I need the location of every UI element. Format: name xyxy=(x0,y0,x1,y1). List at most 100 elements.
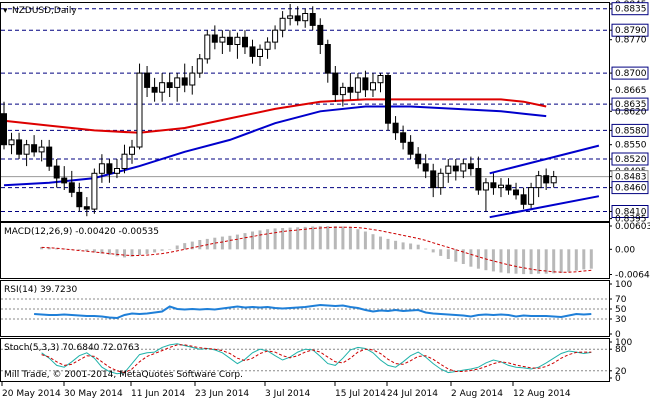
candle-body xyxy=(430,170,437,189)
macd-histogram-bar xyxy=(303,226,307,250)
candle-body xyxy=(475,168,482,191)
candle-body xyxy=(76,191,83,208)
candle-body xyxy=(211,34,218,43)
candle-body xyxy=(460,163,467,172)
stoch-main-line xyxy=(41,343,592,375)
macd-histogram-bar xyxy=(363,231,367,250)
macd-histogram-bar xyxy=(288,227,292,250)
macd-histogram-bar xyxy=(552,249,556,274)
macd-histogram-bar xyxy=(567,249,571,272)
macd-histogram-bar xyxy=(544,249,548,274)
candle-body xyxy=(68,182,75,193)
macd-histogram-bar xyxy=(296,227,300,250)
candle-body xyxy=(452,165,459,172)
macd-histogram-bar xyxy=(431,249,435,253)
stoch-label: Stoch(5,3,3) 70.6840 72.0763 xyxy=(4,343,139,353)
x-tick-label: 12 Aug 2014 xyxy=(513,389,571,399)
candle-body xyxy=(31,144,38,153)
macd-tick-label: -0.00649 xyxy=(615,271,650,281)
macd-tick-label: 0.00603 xyxy=(615,222,650,232)
stoch-tick-label: 20 xyxy=(615,367,627,377)
symbol-arrow-icon: ▾ xyxy=(3,6,8,16)
candle-body xyxy=(38,146,45,153)
candle-body xyxy=(136,72,143,148)
candle-body xyxy=(166,82,173,88)
candle-body xyxy=(550,176,557,184)
candle-body xyxy=(121,153,128,169)
candle-body xyxy=(467,163,474,170)
macd-histogram-bar xyxy=(439,249,443,256)
rsi-tick-label: 0 xyxy=(615,330,621,340)
macd-histogram-bar xyxy=(386,238,390,250)
price-tick-label: 0.8483 xyxy=(615,173,647,183)
price-tick-label: 0.8460 xyxy=(615,184,647,194)
candle-body xyxy=(294,15,301,22)
macd-histogram-bar xyxy=(341,226,345,250)
macd-histogram-bar xyxy=(40,247,44,250)
macd-histogram-bar xyxy=(514,249,518,274)
rsi-tick-label: 100 xyxy=(615,280,632,290)
candle-body xyxy=(422,163,429,172)
candle-body xyxy=(83,206,90,210)
macd-signal-line xyxy=(41,226,592,273)
macd-histogram-bar xyxy=(333,226,337,250)
candle-body xyxy=(505,184,512,191)
macd-histogram-bar xyxy=(228,235,232,250)
candle-body xyxy=(114,168,120,174)
price-tick-label: 0.8790 xyxy=(615,26,647,36)
stoch-tick-label: 0 xyxy=(615,374,621,384)
x-tick-label: 3 Jul 2014 xyxy=(265,389,310,399)
macd-histogram-bar xyxy=(416,244,420,250)
macd-histogram-bar xyxy=(130,249,134,257)
price-tick-label: 0.8520 xyxy=(615,155,647,165)
macd-histogram-bar xyxy=(258,230,262,250)
candle-body xyxy=(377,75,384,84)
candle-body xyxy=(53,165,60,179)
stoch-tick-label: 80 xyxy=(615,345,627,355)
candle-body xyxy=(482,182,489,191)
macd-histogram-bar xyxy=(379,236,382,250)
x-tick-label: 2 Aug 2014 xyxy=(451,389,503,399)
candle-body xyxy=(445,165,452,174)
x-tick-label: 30 May 2014 xyxy=(64,389,123,399)
candle-body xyxy=(309,13,316,26)
candle-body xyxy=(513,189,519,196)
candle-body xyxy=(219,36,226,43)
macd-histogram-bar xyxy=(522,249,526,275)
candle-body xyxy=(339,86,346,96)
macd-histogram-bar xyxy=(175,245,179,250)
macd-histogram-bar xyxy=(85,249,89,252)
price-tick-label: 0.8835 xyxy=(615,5,647,15)
candle-body xyxy=(8,139,15,146)
macd-tick-label: 0.00 xyxy=(615,245,635,255)
rsi-label: RSI(14) 39.7230 xyxy=(4,285,77,295)
moving-average-line xyxy=(3,105,547,187)
x-tick-label: 23 Jun 2014 xyxy=(195,389,249,399)
macd-histogram-bar xyxy=(107,249,111,255)
candle-body xyxy=(144,72,151,88)
candle-body xyxy=(520,194,527,205)
candle-body xyxy=(528,187,535,205)
rsi-tick-label: 70 xyxy=(615,295,627,305)
macd-histogram-bar xyxy=(446,249,450,259)
candle-body xyxy=(91,172,98,210)
candle-body xyxy=(490,182,497,189)
x-tick-label: 15 Jul 2014 xyxy=(335,389,386,399)
candle-body xyxy=(242,36,248,48)
candle-body xyxy=(498,184,504,189)
watermark: Mill Trade, © 2001-2014, MetaQuotes Soft… xyxy=(4,370,243,380)
price-tick-label: 0.8395 xyxy=(615,215,647,225)
macd-histogram-bar xyxy=(559,249,563,273)
candle-body xyxy=(129,146,135,155)
macd-histogram-bar xyxy=(476,249,480,269)
rsi-line xyxy=(34,303,592,320)
price-panel-frame xyxy=(0,2,610,222)
macd-histogram-bar xyxy=(198,240,202,250)
candle-body xyxy=(98,163,105,174)
x-tick-label: 11 Jun 2014 xyxy=(131,389,185,399)
macd-histogram-bar xyxy=(589,249,593,269)
macd-histogram-bar xyxy=(153,249,157,253)
price-tick-label: 0.8550 xyxy=(615,141,647,151)
macd-histogram-bar xyxy=(92,249,96,253)
macd-histogram-bar xyxy=(394,240,398,250)
